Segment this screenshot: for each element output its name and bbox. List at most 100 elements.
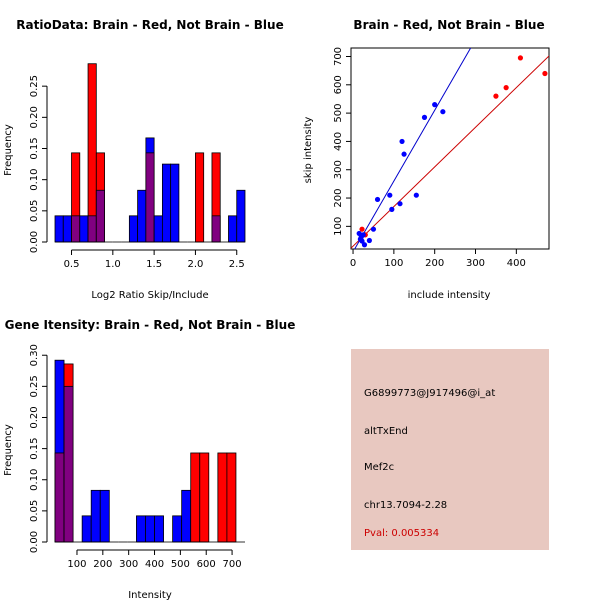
scatter-plot-box bbox=[350, 47, 550, 250]
gene-name: Mef2c bbox=[364, 462, 394, 473]
ratio-y-tick-label: 0.05 bbox=[29, 200, 40, 222]
scatter-ylabel: skip intensity bbox=[303, 117, 314, 184]
intensity-histogram-axes: 100 200 300 400 500 600 700 0.00 0.05 0.10 0.15 0.2… bbox=[29, 344, 242, 570]
intensity-bar-not-brain bbox=[99, 489, 110, 543]
scatter-point-not-brain bbox=[361, 242, 368, 248]
intensity-bar-brain bbox=[217, 452, 228, 543]
ratio-bar-not-brain bbox=[228, 215, 238, 243]
info-background bbox=[351, 349, 549, 550]
intensity-bar-not-brain bbox=[172, 515, 183, 543]
scatter-point-brain bbox=[359, 226, 365, 232]
ratio-x-tick-label: 1.0 bbox=[105, 259, 121, 270]
ratio-bar-not-brain bbox=[170, 163, 180, 243]
scatter-point-not-brain bbox=[399, 138, 405, 145]
intensity-bar-not-brain bbox=[81, 515, 92, 543]
scatter-x-tick-label: 400 bbox=[507, 258, 526, 269]
scatter-point-not-brain bbox=[360, 232, 366, 238]
intensity-x-tick-label: 600 bbox=[197, 559, 216, 570]
ratio-bar-not-brain bbox=[161, 163, 172, 243]
ratio-bar-overlap bbox=[71, 215, 81, 243]
intensity-y-tick-label: 0.20 bbox=[29, 406, 40, 428]
intensity-bar-overlap bbox=[54, 452, 65, 543]
scatter-y-tick-label: 700 bbox=[333, 47, 344, 66]
scatter-point-not-brain bbox=[432, 102, 438, 108]
scatter-y-tick-label: 400 bbox=[333, 132, 344, 151]
scatter-point-not-brain bbox=[370, 226, 377, 232]
ratio-bar-overlap bbox=[87, 215, 97, 243]
ratio-x-tick-label: 0.5 bbox=[64, 259, 80, 270]
scatter-panel: Brain - Red, Not Brain - Blue 0 100 200 300… bbox=[303, 18, 550, 301]
scatter-point-not-brain bbox=[421, 114, 428, 120]
ratio-histogram-ylabel: Frequency bbox=[3, 124, 14, 176]
ratio-bar-not-brain bbox=[128, 215, 139, 243]
scatter-point-not-brain bbox=[374, 196, 381, 203]
intensity-y-tick-label: 0.10 bbox=[29, 469, 40, 491]
scatter-points bbox=[356, 55, 548, 248]
ratio-y-tick-label: 0.15 bbox=[29, 137, 40, 159]
ratio-bar-overlap bbox=[145, 152, 155, 243]
intensity-y-tick-label: 0.00 bbox=[29, 531, 40, 553]
ratio-bar-brain bbox=[195, 152, 205, 243]
scatter-point-not-brain bbox=[366, 237, 372, 244]
ratio-y-tick-label: 0.00 bbox=[29, 231, 40, 253]
scatter-y-tick-label: 500 bbox=[333, 104, 344, 123]
intensity-x-tick-label: 100 bbox=[67, 559, 86, 570]
scatter-title: Brain - Red, Not Brain - Blue bbox=[353, 18, 544, 32]
ratio-bar-brain bbox=[87, 63, 97, 243]
intensity-bar-not-brain bbox=[145, 515, 155, 543]
intensity-bar-not-brain bbox=[181, 489, 192, 543]
scatter-point-brain bbox=[503, 85, 509, 91]
intensity-x-tick-label: 200 bbox=[93, 559, 112, 570]
intensity-y-tick-label: 0.25 bbox=[29, 375, 40, 397]
intensity-histogram-title: Gene Itensity: Brain - Red, Not Brain - … bbox=[5, 318, 296, 332]
intensity-y-tick-label: 0.30 bbox=[29, 344, 40, 366]
intensity-bar-not-brain bbox=[136, 515, 146, 543]
ratio-bar-overlap bbox=[95, 189, 105, 243]
p-value: Pval: 0.005334 bbox=[364, 528, 439, 539]
scatter-y-tick-label: 300 bbox=[333, 160, 344, 179]
intensity-histogram-ylabel: Frequency bbox=[3, 424, 14, 476]
intensity-y-tick-label: 0.05 bbox=[29, 500, 40, 522]
ratio-bar-not-brain bbox=[54, 215, 64, 243]
scatter-point-not-brain bbox=[387, 192, 393, 198]
ratio-bar-not-brain bbox=[153, 215, 163, 243]
scatter-fit-line-not-brain bbox=[354, 48, 472, 249]
scatter-point-brain bbox=[493, 93, 499, 99]
scatter-point-not-brain bbox=[440, 109, 446, 115]
intensity-x-tick-label: 300 bbox=[119, 559, 138, 570]
scatter-point-not-brain bbox=[359, 238, 365, 244]
scatter-fit-lines bbox=[351, 48, 549, 249]
scatter-y-tick-label: 100 bbox=[333, 217, 344, 236]
scatter-y-tick-label: 600 bbox=[333, 75, 344, 94]
info-panel: G6899773@J917496@i_at altTxEnd Mef2c chr… bbox=[351, 349, 549, 550]
scatter-x-tick-label: 0 bbox=[350, 258, 356, 269]
intensity-histogram-bars bbox=[54, 359, 245, 543]
probe-id: G6899773@J917496@i_at bbox=[364, 388, 495, 399]
ratio-x-tick-label: 1.5 bbox=[146, 259, 162, 270]
scatter-x-tick-label: 200 bbox=[425, 258, 444, 269]
intensity-histogram-panel: Gene Itensity: Brain - Red, Not Brain - … bbox=[3, 318, 295, 600]
scatter-x-tick-label: 100 bbox=[384, 258, 403, 269]
scatter-xlabel: include intensity bbox=[408, 290, 491, 301]
scatter-point-brain bbox=[542, 70, 548, 77]
intensity-y-tick-label: 0.15 bbox=[29, 437, 40, 459]
ratio-bar-not-brain bbox=[236, 189, 246, 243]
ratio-histogram-title: RatioData: Brain - Red, Not Brain - Blue bbox=[16, 18, 283, 32]
chromosome-location: chr13.7094-2.28 bbox=[364, 500, 447, 511]
intensity-bar-brain bbox=[190, 452, 201, 543]
intensity-x-tick-label: 500 bbox=[171, 559, 190, 570]
event-type: altTxEnd bbox=[364, 426, 408, 437]
scatter-point-brain bbox=[517, 55, 524, 61]
intensity-bar-brain bbox=[199, 452, 210, 543]
scatter-point-not-brain bbox=[389, 206, 395, 212]
ratio-bar-not-brain bbox=[79, 215, 89, 243]
ratio-y-tick-label: 0.10 bbox=[29, 169, 40, 191]
ratio-histogram-bars bbox=[54, 63, 246, 243]
ratio-bar-not-brain bbox=[62, 215, 72, 243]
scatter-y-tick-label: 200 bbox=[333, 188, 344, 207]
intensity-bar-not-brain bbox=[90, 489, 101, 543]
ratio-y-tick-label: 0.20 bbox=[29, 106, 40, 128]
ratio-bar-overlap bbox=[211, 215, 221, 243]
scatter-x-tick-label: 300 bbox=[466, 258, 485, 269]
